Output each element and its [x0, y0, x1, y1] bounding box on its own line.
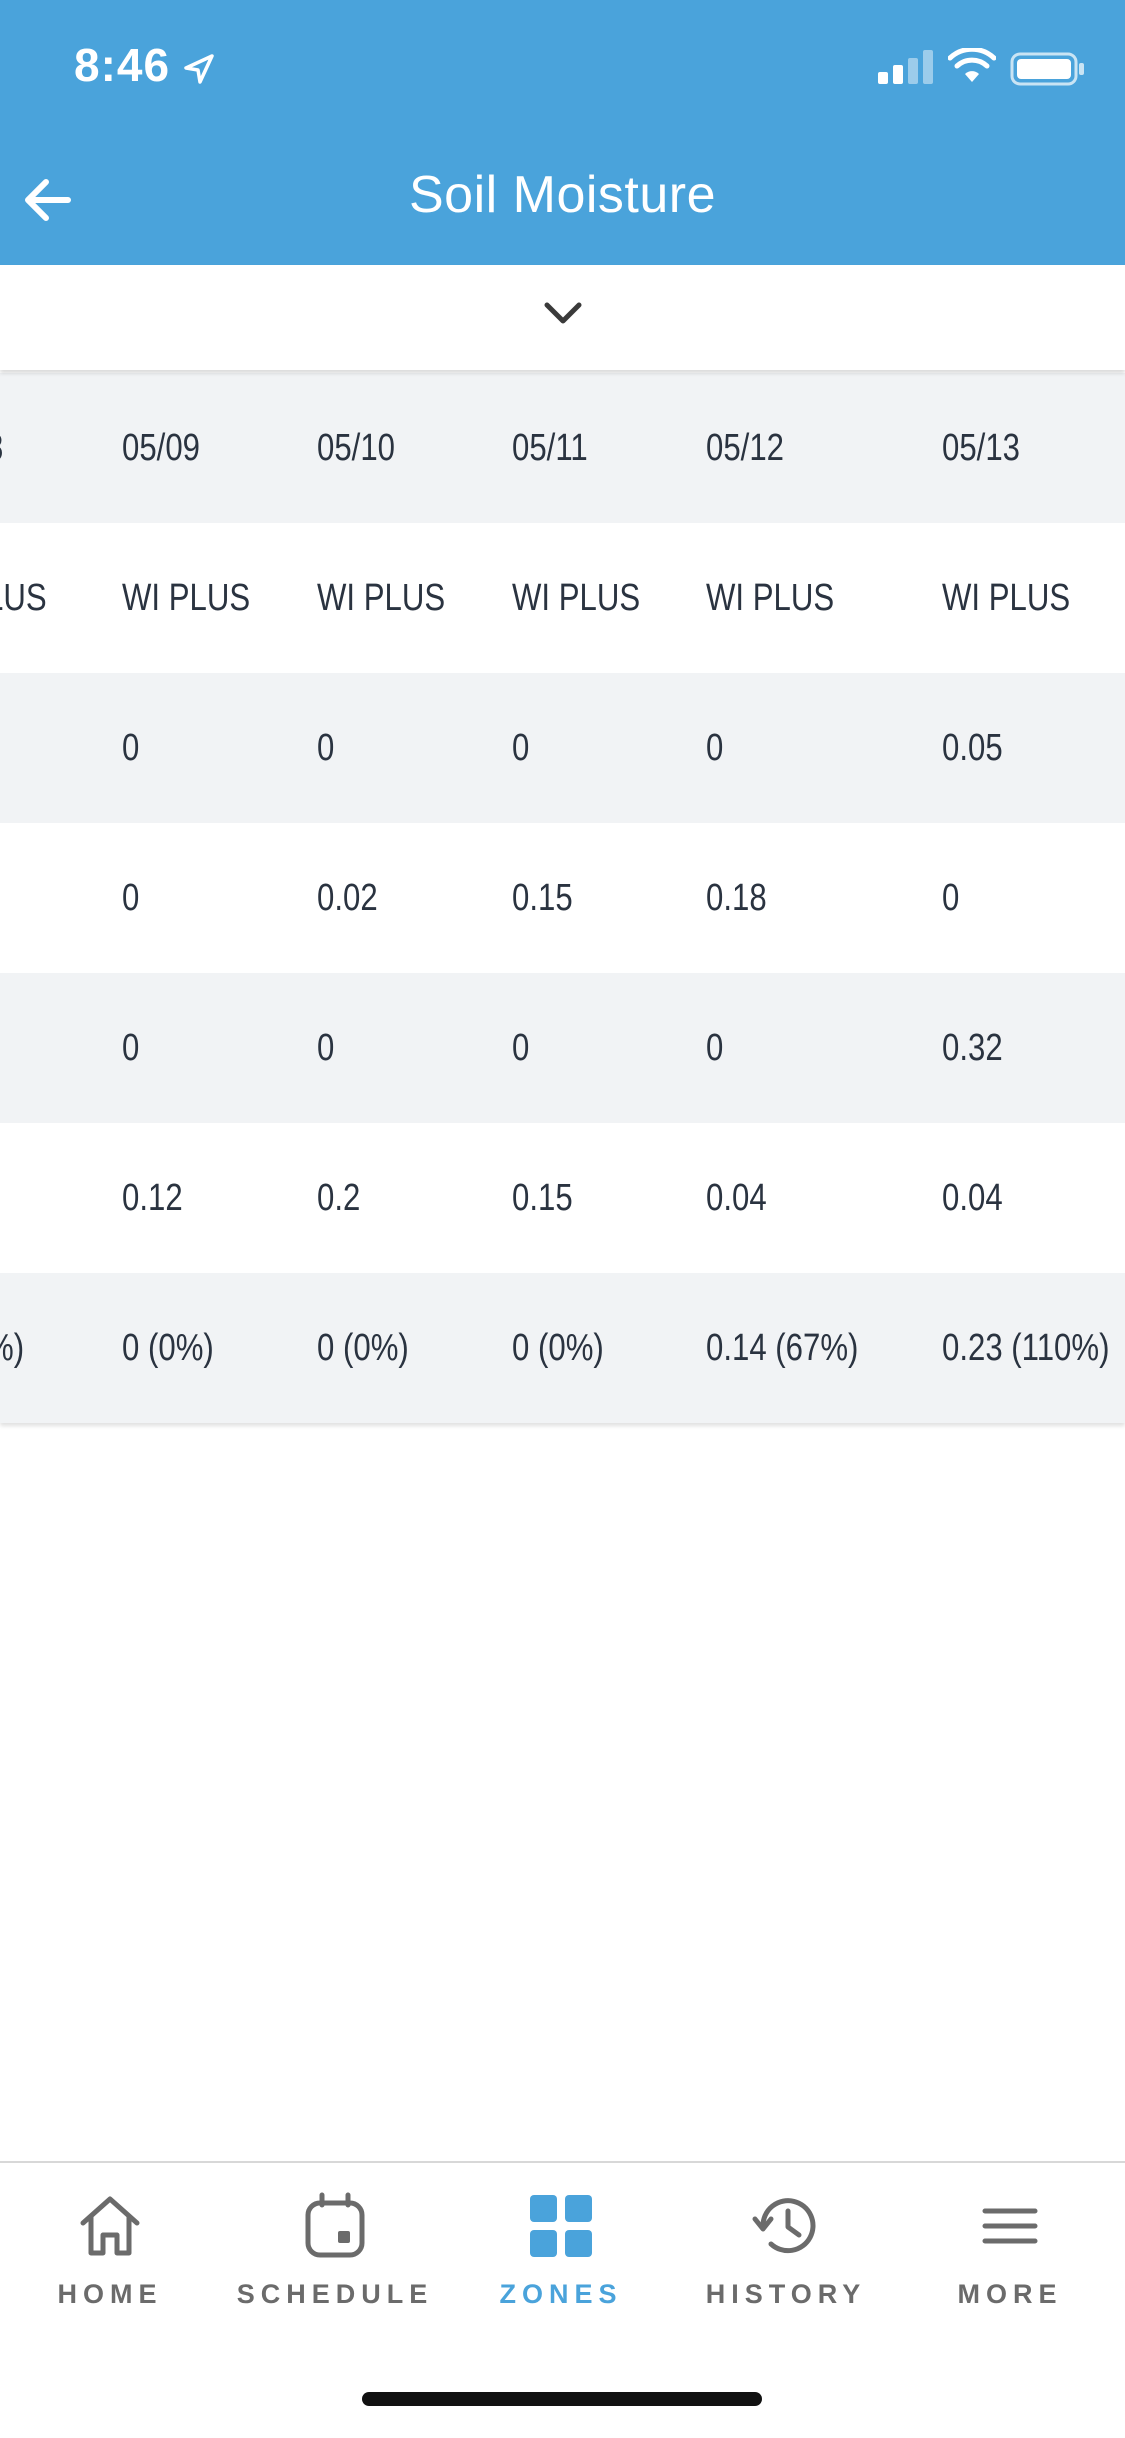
tab-zones-label: ZONES	[499, 2279, 623, 2309]
table-cell: 0 (0%)	[512, 1327, 604, 1369]
home-indicator	[362, 2392, 762, 2406]
table-cell: 0	[122, 727, 140, 769]
tab-home-label: HOME	[57, 2279, 163, 2309]
table-row: 0.12 0.2 0.15 0.04 0.04	[0, 1123, 1125, 1273]
battery-icon	[1010, 52, 1084, 86]
table-cell: 0.02	[317, 877, 378, 919]
table-cell: 0	[122, 1027, 140, 1069]
table-cell: %)	[0, 1327, 25, 1369]
table-cell: 0.04	[706, 1177, 767, 1219]
history-icon	[752, 2198, 816, 2254]
location-arrow-icon	[184, 54, 214, 84]
tab-home[interactable]: HOME	[10, 2191, 210, 2310]
tab-history-label: HISTORY	[705, 2279, 867, 2309]
bottom-tab-bar: HOME SCHEDULE ZONES HISTORY MORE	[0, 2161, 1125, 2438]
back-button[interactable]	[18, 170, 78, 230]
table-cell: LUS	[0, 577, 47, 619]
table-cell: 0	[317, 727, 335, 769]
table-row: %) 0 (0%) 0 (0%) 0 (0%) 0.14 (67%) 0.23 (110%…	[0, 1273, 1125, 1423]
tab-more[interactable]: MORE	[910, 2191, 1110, 2310]
table-cell: 0.18	[706, 877, 767, 919]
tab-more-label: MORE	[957, 2279, 1063, 2309]
calendar-icon	[305, 2192, 365, 2258]
table-cell: WI PLUS	[942, 577, 1071, 619]
soil-moisture-table[interactable]: 8 05/09 05/10 05/11 05/12 05/13 LUS WI PLUS WI P…	[0, 373, 1125, 1423]
table-cell: 0.23 (110%)	[942, 1327, 1110, 1369]
table-cell: WI PLUS	[317, 577, 446, 619]
date-header-cell: 05/09	[122, 427, 200, 469]
table-cell: 0 (0%)	[317, 1327, 409, 1369]
table-cell: 0.05	[942, 727, 1003, 769]
chevron-down-icon[interactable]	[543, 301, 583, 327]
table-cell: 0.14 (67%)	[706, 1327, 859, 1369]
date-header-cell: 8	[0, 373, 3, 523]
page-title: Soil Moisture	[408, 166, 717, 224]
table-cell: 0	[512, 1027, 530, 1069]
table-row: LUS WI PLUS WI PLUS WI PLUS WI PLUS WI PLUS	[0, 523, 1125, 673]
date-header-cell: 05/12	[706, 427, 784, 469]
table-cell: 0.04	[942, 1177, 1003, 1219]
signal-icon	[878, 50, 933, 84]
table-row: 0 0 0 0 0.32	[0, 973, 1125, 1123]
table-cell: 0	[512, 727, 530, 769]
table-cell: 0 (0%)	[122, 1327, 214, 1369]
home-icon	[80, 2196, 140, 2256]
back-arrow-icon	[25, 179, 71, 221]
table-cell: 0	[942, 877, 960, 919]
table-row: 0 0.02 0.15 0.18 0	[0, 823, 1125, 973]
app-header: 8:46 Soil Moisture	[0, 0, 1125, 265]
table-row: 0 0 0 0 0.05	[0, 673, 1125, 823]
grid-icon	[530, 2195, 592, 2257]
table-cell: 0.15	[512, 877, 573, 919]
table-cell: 0	[122, 877, 140, 919]
tab-history[interactable]: HISTORY	[686, 2191, 886, 2310]
table-cell: 0.2	[317, 1177, 361, 1219]
table-cell: 0.32	[942, 1027, 1003, 1069]
table-cell: 0.15	[512, 1177, 573, 1219]
table-cell: WI PLUS	[512, 577, 641, 619]
menu-icon	[982, 2208, 1038, 2244]
table-header-row: 8 05/09 05/10 05/11 05/12 05/13	[0, 373, 1125, 523]
table-cell: WI PLUS	[706, 577, 835, 619]
tab-schedule[interactable]: SCHEDULE	[235, 2191, 435, 2310]
tab-schedule-label: SCHEDULE	[236, 2279, 434, 2309]
table-cell: 0	[706, 1027, 724, 1069]
collapse-toggle-bar[interactable]	[0, 265, 1125, 370]
date-header-cell: 05/13	[942, 427, 1020, 469]
status-time: 8:46	[74, 39, 171, 91]
table-cell: 0.12	[122, 1177, 183, 1219]
wifi-icon	[948, 48, 996, 82]
table-cell: WI PLUS	[122, 577, 251, 619]
tab-zones[interactable]: ZONES	[461, 2191, 661, 2310]
date-header-cell: 05/11	[512, 427, 588, 469]
date-header-cell: 05/10	[317, 427, 395, 469]
table-cell: 0	[706, 727, 724, 769]
table-cell: 0	[317, 1027, 335, 1069]
